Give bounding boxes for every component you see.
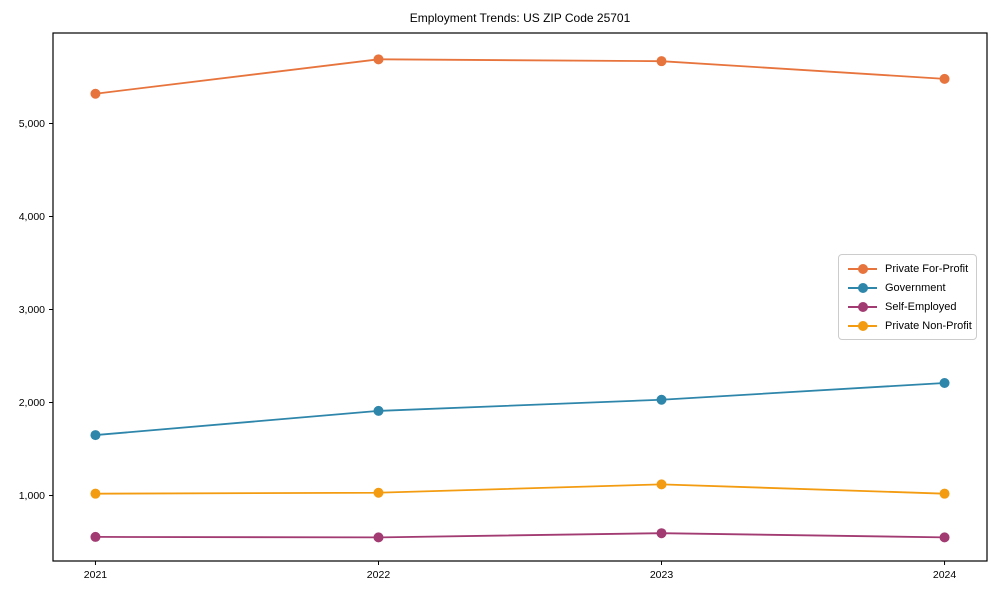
data-point-marker — [656, 56, 667, 67]
x-axis-tick-label: 2024 — [933, 569, 957, 581]
data-point-marker — [939, 532, 950, 543]
y-axis-tick-label: 3,000 — [19, 304, 45, 316]
legend-label: Private For-Profit — [885, 262, 969, 275]
data-point-marker — [939, 488, 950, 499]
legend-item-private-non-profit: Private Non-Profit — [848, 316, 972, 335]
plot-frame — [52, 32, 988, 562]
line-marker-icon — [848, 282, 877, 293]
data-point-marker — [373, 532, 384, 543]
chart-legend: Private For-Profit Government Self-Emplo… — [838, 254, 977, 340]
legend-label: Government — [885, 281, 946, 294]
series-line-self-employed — [95, 532, 945, 539]
x-axis-tick-label: 2021 — [84, 569, 108, 581]
line-marker-icon — [848, 320, 877, 331]
line-marker-icon — [848, 301, 877, 312]
data-point-marker — [373, 487, 384, 498]
data-point-marker — [90, 531, 101, 542]
legend-label: Private Non-Profit — [885, 319, 972, 332]
data-point-marker — [656, 479, 667, 490]
y-axis-tick-label: 2,000 — [19, 397, 45, 409]
series-line-government — [95, 382, 945, 436]
data-point-marker — [373, 54, 384, 65]
y-axis-tick-label: 1,000 — [19, 490, 45, 502]
chart-title: Employment Trends: US ZIP Code 25701 — [409, 11, 631, 25]
data-point-marker — [656, 528, 667, 539]
data-point-marker — [939, 73, 950, 84]
x-axis-tick-label: 2022 — [367, 569, 391, 581]
legend-item-private-for-profit: Private For-Profit — [848, 259, 968, 278]
x-axis-tick-label: 2023 — [650, 569, 674, 581]
series-line-private-for-profit — [95, 58, 945, 95]
y-axis-tick-label: 4,000 — [19, 211, 45, 223]
legend-label: Self-Employed — [885, 300, 957, 313]
legend-item-self-employed: Self-Employed — [848, 297, 968, 316]
data-point-marker — [656, 394, 667, 405]
data-point-marker — [90, 88, 101, 99]
data-point-marker — [939, 377, 950, 388]
line-marker-icon — [848, 263, 877, 274]
y-axis-tick-label: 5,000 — [19, 118, 45, 130]
series-line-private-non-profit — [95, 483, 945, 495]
legend-item-government: Government — [848, 278, 968, 297]
data-point-marker — [90, 430, 101, 441]
data-point-marker — [90, 488, 101, 499]
data-point-marker — [373, 405, 384, 416]
